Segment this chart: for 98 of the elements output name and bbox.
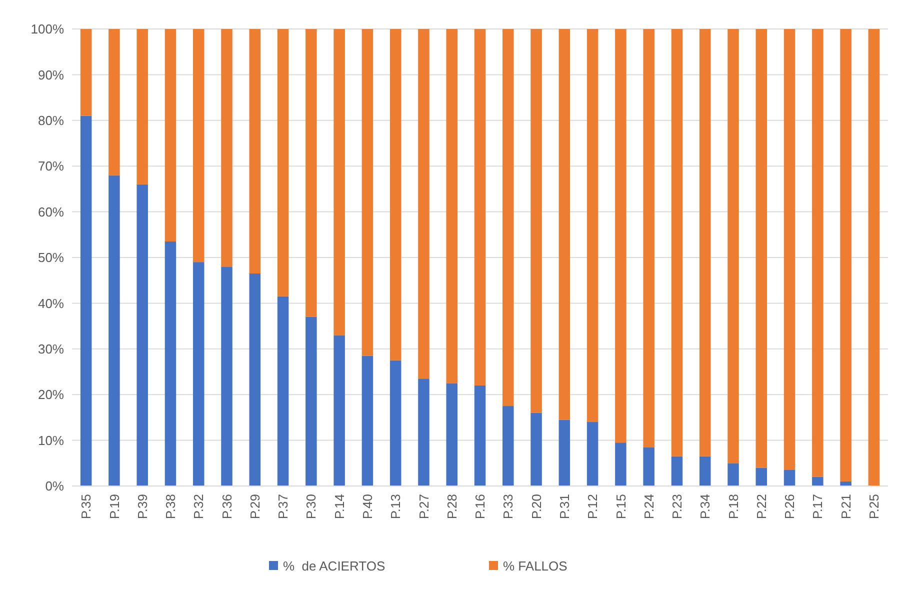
x-tick-label: P.18 [726,494,741,520]
legend-label: % FALLOS [503,558,568,574]
bar [221,266,232,486]
x-tick-label: P.12 [585,494,600,520]
x-tick-label: P.30 [304,494,319,520]
bar [446,29,458,384]
y-tick-label: 10% [38,432,64,448]
x-tick-label: P.38 [163,494,178,520]
bar [643,29,654,448]
y-tick-label: 20% [38,387,64,402]
bar [108,29,120,176]
x-tick-label: P.34 [698,494,713,520]
bar [80,29,92,116]
x-tick-label: P.32 [191,494,206,520]
x-tick-label: P.39 [134,494,150,520]
bar [615,442,626,486]
x-tick-label: P.31 [556,494,572,520]
bar [699,456,711,486]
bar [586,422,598,486]
y-tick-label: 90% [38,67,64,82]
bar [136,29,148,184]
x-tick-label: P.24 [641,494,656,520]
y-tick-label: 0% [45,478,64,494]
y-tick-label: 40% [38,296,64,311]
x-tick-label: P.19 [106,494,122,520]
y-tick-label: 60% [38,204,64,220]
bar [812,476,824,486]
bar [362,29,374,356]
x-tick-label: P.25 [866,494,882,520]
bar [164,242,176,486]
bar [136,184,148,486]
bar [502,29,514,406]
bar [192,262,204,486]
bar [474,385,486,486]
bar [418,29,430,379]
bar [840,29,852,482]
bar [446,383,458,486]
legend-label: % de ACIERTOS [283,558,386,574]
bar [586,29,598,422]
bar [558,420,570,486]
bar [615,29,626,443]
y-tick-label: 80% [38,112,64,128]
bar [362,356,374,486]
bar [277,29,289,296]
bar [390,29,402,360]
bar [784,29,796,470]
x-tick-label: P.15 [613,494,628,520]
x-tick-label: P.27 [416,494,432,520]
x-tick-label: P.37 [276,494,291,520]
bar [756,468,768,486]
x-tick-label: P.17 [810,494,826,520]
bar [812,29,824,477]
bar [249,273,261,486]
bar [671,456,683,486]
bar [164,29,176,242]
bar [502,406,514,486]
bar [530,29,542,413]
x-tick-label: P.33 [500,494,516,520]
bar [221,29,232,267]
bar [474,29,486,386]
x-tick-label: P.21 [838,494,854,520]
bar [192,29,204,262]
x-tick-label: P.35 [78,494,94,520]
bar [530,412,542,486]
bar [728,29,739,464]
x-tick-label: P.29 [247,494,262,520]
bar [643,447,654,486]
y-tick-label: 30% [38,341,64,356]
x-tick-label: P.22 [754,494,769,520]
bar [756,29,768,468]
x-tick-label: P.40 [360,494,375,520]
x-tick-label: P.13 [388,494,404,520]
bar [334,335,345,486]
bar [671,29,683,456]
x-tick-label: P.16 [472,494,488,520]
bar [728,463,739,486]
x-tick-label: P.20 [528,494,544,520]
y-tick-label: 100% [30,22,64,37]
bar [277,296,289,486]
bar [80,116,92,486]
bar [249,29,261,274]
bar [699,29,711,456]
y-tick-label: 70% [38,158,64,174]
bar [108,175,120,486]
bar [390,360,402,486]
bar [306,316,317,486]
bar [868,29,880,486]
bar [784,470,796,486]
x-tick-label: P.23 [670,494,685,520]
x-tick-label: P.14 [332,494,347,520]
y-tick-label: 50% [38,250,64,266]
bar [306,29,317,317]
bar [418,378,430,486]
x-tick-label: P.28 [444,494,460,520]
bar [334,29,345,336]
x-tick-label: P.36 [219,494,234,520]
x-tick-label: P.26 [782,494,798,520]
bar [558,29,570,420]
